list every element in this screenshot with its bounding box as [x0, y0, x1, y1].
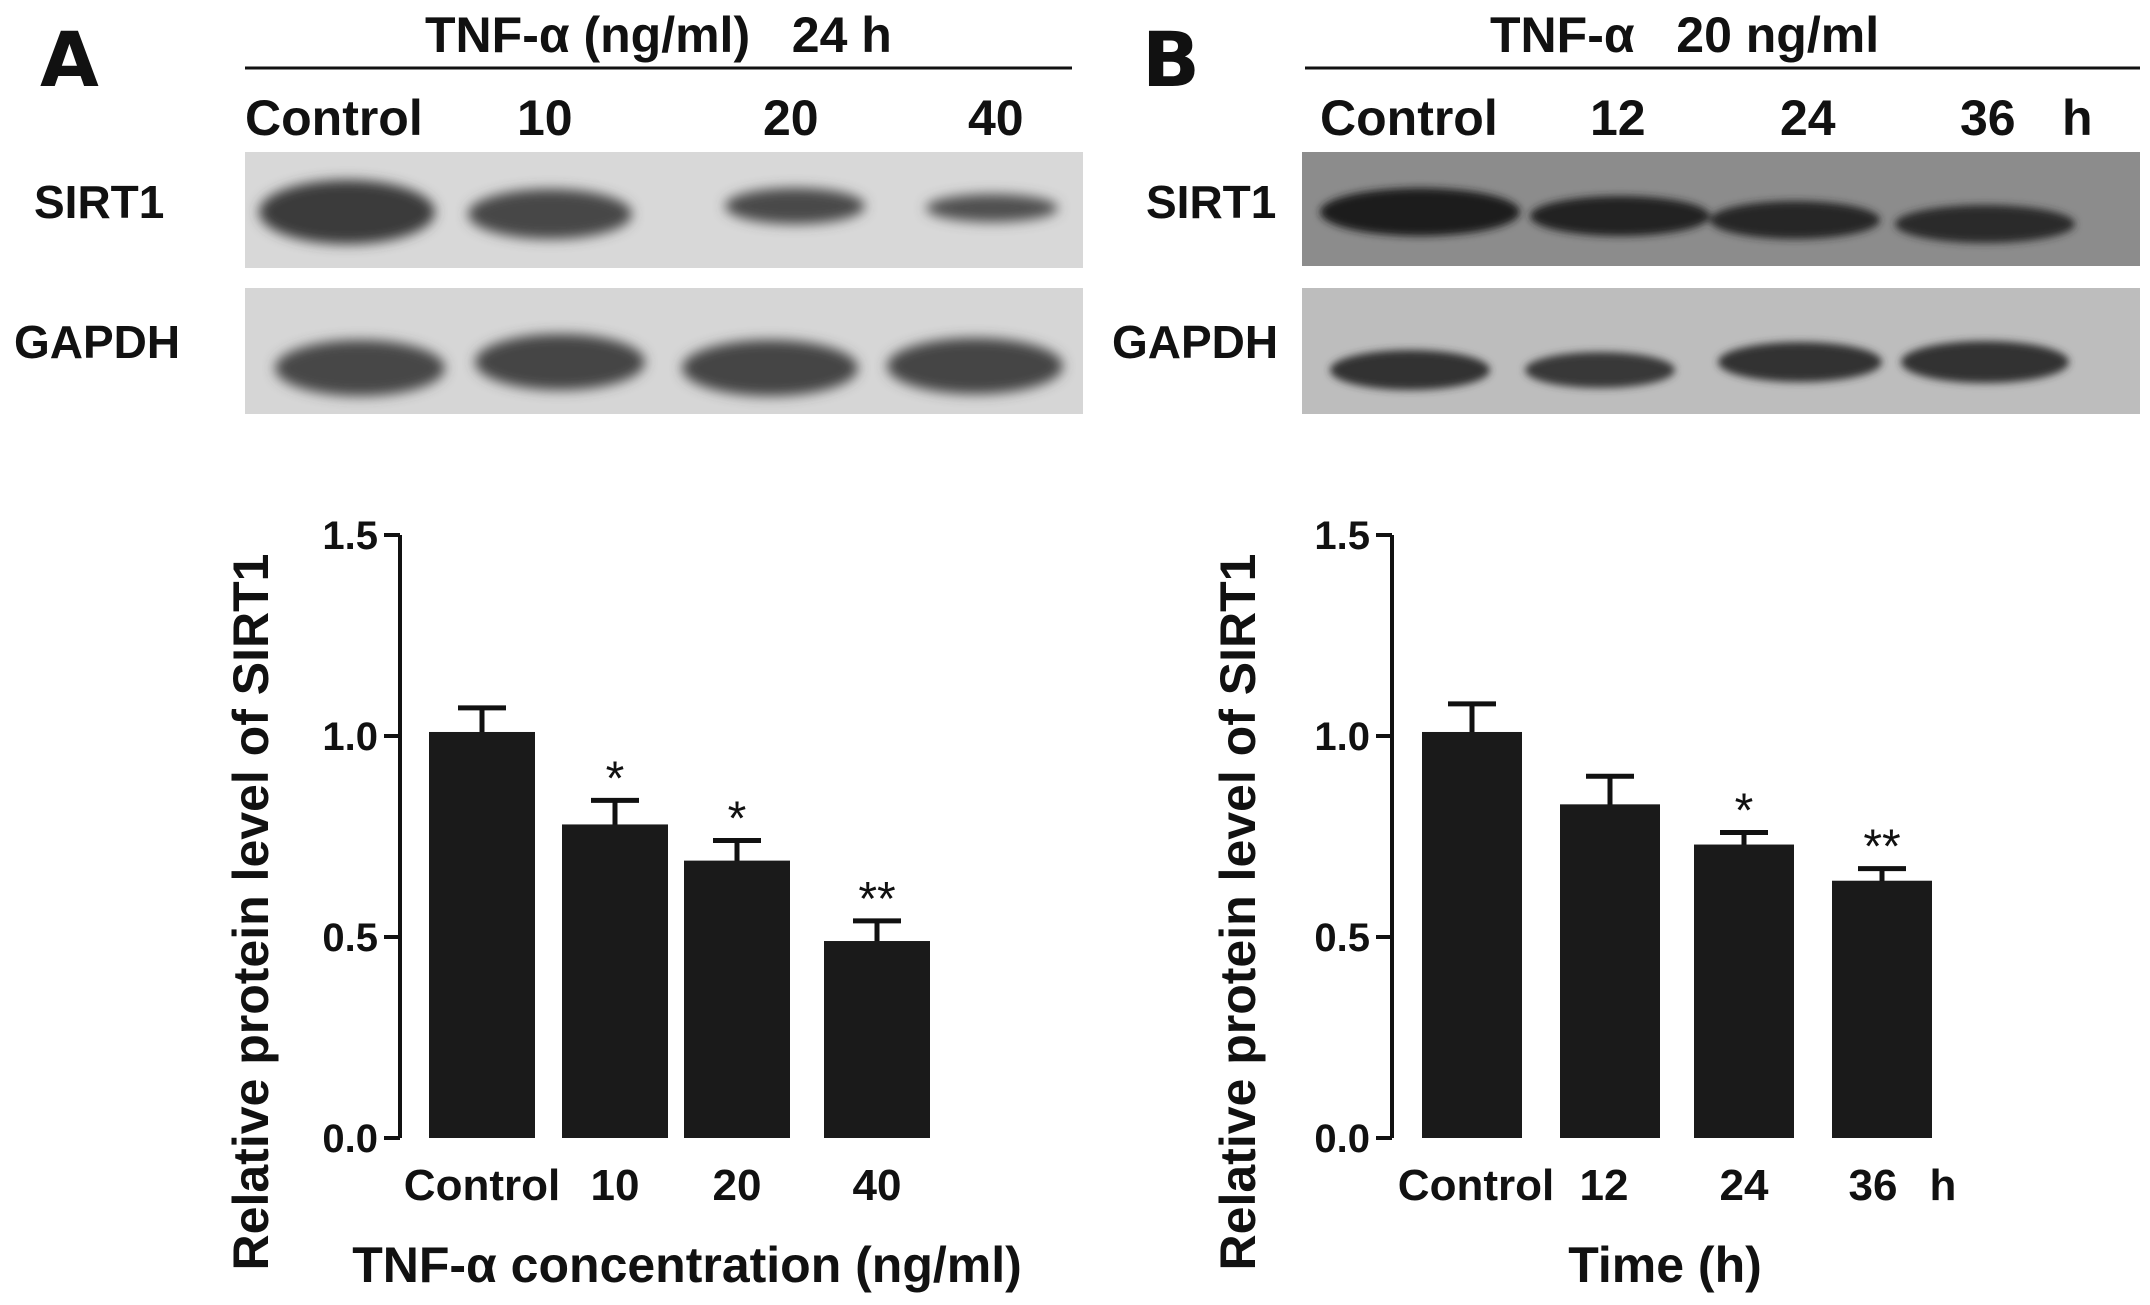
blot-a-sirt1-bands — [259, 180, 1058, 244]
bar — [429, 731, 535, 1138]
significance-marker: ** — [858, 873, 895, 926]
y-tick-label: 0.0 — [1314, 1117, 1370, 1161]
blot-band — [887, 338, 1063, 394]
blot-b-row-label-gapdh: GAPDH — [1112, 316, 1278, 368]
x-category-suffix: h — [1930, 1161, 1957, 1210]
bar — [1832, 880, 1932, 1138]
bar — [1560, 804, 1660, 1138]
blot-band — [259, 180, 435, 244]
blot-a-lane-label: Control — [245, 90, 423, 146]
x-category-label: Control — [404, 1161, 560, 1210]
blot-a-header: TNF-α (ng/ml) 24 h — [425, 7, 892, 63]
blot-b-row-label-sirt1: SIRT1 — [1146, 176, 1276, 228]
x-category-label: 20 — [713, 1161, 762, 1210]
panel-a-letter: A — [40, 15, 99, 104]
bar — [1694, 844, 1794, 1138]
y-tick-label: 1.0 — [322, 715, 378, 759]
x-category-label: Control — [1398, 1161, 1554, 1210]
y-tick-label: 1.5 — [322, 514, 378, 558]
blot-b-lane-label: 24 — [1780, 90, 1836, 146]
y-tick-label: 0.5 — [322, 916, 378, 960]
panel-b-letter: B — [1142, 15, 1200, 104]
blot-b-sirt1-bands — [1320, 188, 2075, 243]
blot-a-gapdh-bands — [275, 334, 1063, 396]
blot-b-header: TNF-α 20 ng/ml — [1490, 7, 1879, 63]
panel-b: B TNF-α 20 ng/ml Control 12 24 36 h SIRT… — [1112, 7, 2140, 414]
y-tick-label: 1.5 — [1314, 514, 1370, 558]
significance-marker: * — [606, 752, 625, 805]
blot-a-lane-label: 20 — [763, 90, 819, 146]
x-category-label: 40 — [853, 1161, 902, 1210]
blot-band — [926, 194, 1058, 222]
blot-band — [1530, 196, 1710, 236]
blot-band — [468, 189, 632, 239]
blot-a-row-label-sirt1: SIRT1 — [34, 176, 164, 228]
bar — [824, 941, 930, 1138]
x-category-label: 36 — [1849, 1161, 1898, 1210]
x-category-label: 12 — [1580, 1161, 1629, 1210]
blot-b-lane-label: Control — [1320, 90, 1498, 146]
significance-marker: * — [1735, 784, 1754, 837]
blot-a-lane-label: 10 — [517, 90, 573, 146]
chart-b: Relative protein level of SIRT1 Time (h)… — [1210, 514, 1956, 1293]
blot-band — [1718, 342, 1882, 382]
significance-marker: ** — [1863, 821, 1900, 874]
blot-band — [275, 340, 445, 396]
x-category-label: 24 — [1720, 1161, 1769, 1210]
bar — [562, 824, 668, 1138]
blot-band — [725, 188, 865, 224]
chart-b-xlabel: Time (h) — [1568, 1237, 1762, 1293]
blot-b-lane-label: 12 — [1590, 90, 1646, 146]
blot-band — [1710, 201, 1880, 239]
bar — [1422, 731, 1522, 1138]
chart-a: Relative protein level of SIRT1 TNF-α co… — [223, 514, 1022, 1293]
blot-band — [682, 340, 858, 396]
blot-band — [1525, 352, 1675, 388]
blot-band — [1895, 205, 2075, 243]
panel-a: A TNF-α (ng/ml) 24 h Control 10 20 40 SI… — [14, 7, 1083, 414]
y-tick-label: 0.0 — [322, 1117, 378, 1161]
significance-marker: * — [728, 793, 747, 846]
chart-a-xlabel: TNF-α concentration (ng/ml) — [352, 1237, 1022, 1293]
chart-b-ylabel: Relative protein level of SIRT1 — [1210, 554, 1266, 1271]
blot-b-gapdh-bands — [1330, 341, 2069, 390]
bar — [684, 860, 790, 1138]
y-tick-label: 0.5 — [1314, 916, 1370, 960]
blot-b-lane-label: h — [2062, 90, 2093, 146]
blot-a-row-label-gapdh: GAPDH — [14, 316, 180, 368]
blot-b-lane-label: 36 — [1960, 90, 2016, 146]
blot-band — [475, 334, 645, 390]
blot-a-lane-label: 40 — [968, 90, 1024, 146]
y-tick-label: 1.0 — [1314, 715, 1370, 759]
x-category-label: 10 — [591, 1161, 640, 1210]
blot-band — [1330, 350, 1490, 390]
blot-band — [1901, 341, 2069, 383]
blot-band — [1320, 188, 1520, 236]
chart-a-ylabel: Relative protein level of SIRT1 — [223, 554, 279, 1271]
